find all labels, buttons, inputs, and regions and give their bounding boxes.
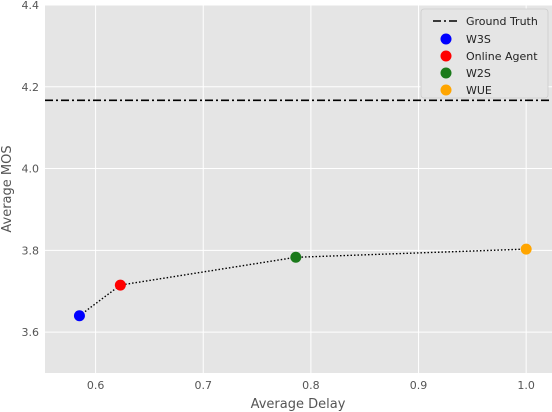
legend-label: WUE xyxy=(466,84,492,97)
legend-marker xyxy=(440,67,452,79)
x-tick-label: 0.7 xyxy=(194,379,212,392)
legend-label: W2S xyxy=(466,67,491,80)
connector-line xyxy=(79,248,527,317)
legend: Ground Truth W3S Online Agent W2S WUE xyxy=(420,8,549,99)
y-tick-label: 3.6 xyxy=(22,326,40,339)
data-points xyxy=(73,243,532,322)
legend-marker xyxy=(440,50,452,62)
x-tick-label: 0.9 xyxy=(410,379,428,392)
y-tick-label: 4.2 xyxy=(22,81,40,94)
x-tick-label: 0.8 xyxy=(302,379,320,392)
data-point xyxy=(114,279,126,291)
legend-label: Online Agent xyxy=(466,50,538,63)
legend-box xyxy=(420,8,549,99)
data-point xyxy=(520,243,532,255)
legend-ground-truth-label: Ground Truth xyxy=(466,15,538,28)
y-tick-label: 4.4 xyxy=(22,0,40,12)
y-tick-label: 4.0 xyxy=(22,163,40,176)
x-tick-label: 0.6 xyxy=(87,379,105,392)
data-point xyxy=(73,310,85,322)
data-point xyxy=(290,251,302,263)
x-axis-label: Average Delay xyxy=(251,397,346,412)
legend-marker xyxy=(440,33,452,45)
legend-marker xyxy=(440,84,452,96)
y-axis-label: Average MOS xyxy=(0,145,15,232)
x-tick-label: 1.0 xyxy=(517,379,535,392)
y-tick-label: 3.8 xyxy=(22,244,40,257)
grid-lines xyxy=(45,4,552,373)
tick-labels: 0.6 0.7 0.8 0.9 1.0 3.6 3.8 4.0 4.2 4.4 xyxy=(22,0,535,392)
connector-line-group xyxy=(79,248,527,317)
legend-label: W3S xyxy=(466,33,491,46)
